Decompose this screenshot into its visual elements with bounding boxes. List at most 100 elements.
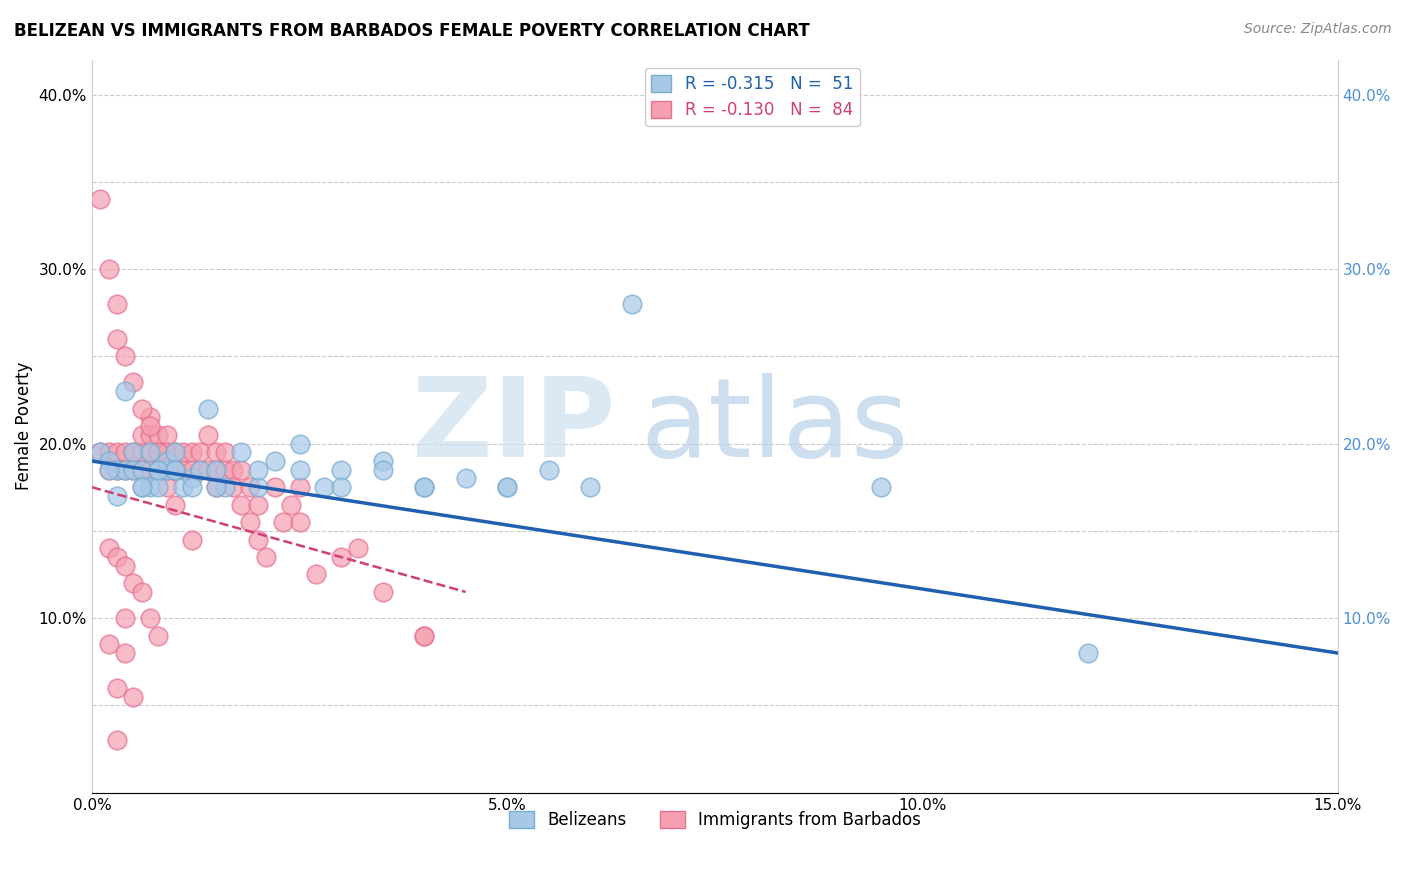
Point [105,445,128,459]
Point [97,445,120,459]
Point [105,463,128,477]
Point [197,428,219,442]
Point [537,463,560,477]
Point [197,401,219,416]
Point [214,445,236,459]
Point [330,463,353,477]
Point [305,567,328,582]
Point [239,480,262,494]
Point [454,471,477,485]
Point [97,454,120,468]
Point [163,463,186,477]
Point [314,480,336,494]
Point [330,549,353,564]
Point [180,445,202,459]
Point [371,585,394,599]
Point [105,332,128,346]
Point [172,445,194,459]
Point [148,445,170,459]
Point [139,611,162,625]
Point [131,401,153,416]
Point [131,428,153,442]
Point [97,541,120,556]
Point [97,463,120,477]
Point [114,463,136,477]
Point [114,463,136,477]
Point [222,463,245,477]
Point [89,445,111,459]
Point [89,192,111,206]
Point [139,410,162,425]
Point [239,515,262,529]
Point [172,463,194,477]
Y-axis label: Female Poverty: Female Poverty [15,362,32,491]
Point [205,463,228,477]
Point [131,445,153,459]
Point [105,733,128,747]
Point [288,515,311,529]
Point [214,463,236,477]
Point [371,454,394,468]
Legend: Belizeans, Immigrants from Barbados: Belizeans, Immigrants from Barbados [502,804,928,836]
Point [114,646,136,660]
Point [156,445,179,459]
Point [122,445,145,459]
Point [620,297,643,311]
Point [148,463,170,477]
Point [288,436,311,450]
Point [131,480,153,494]
Point [271,515,294,529]
Point [156,454,179,468]
Point [139,445,162,459]
Point [346,541,368,556]
Point [122,463,145,477]
Point [148,480,170,494]
Point [263,480,285,494]
Point [263,454,285,468]
Point [205,445,228,459]
Point [413,629,436,643]
Point [579,480,602,494]
Point [156,463,179,477]
Point [131,463,153,477]
Point [131,585,153,599]
Point [122,690,145,704]
Point [172,480,194,494]
Point [114,349,136,363]
Point [122,445,145,459]
Text: atlas: atlas [640,373,908,480]
Point [139,428,162,442]
Point [148,629,170,643]
Point [188,445,211,459]
Point [1077,646,1099,660]
Point [205,463,228,477]
Point [222,480,245,494]
Point [114,384,136,399]
Point [105,489,128,503]
Point [163,445,186,459]
Point [139,445,162,459]
Point [97,262,120,277]
Point [163,498,186,512]
Point [105,681,128,695]
Point [139,480,162,494]
Point [139,419,162,434]
Point [180,463,202,477]
Point [156,463,179,477]
Point [105,297,128,311]
Point [280,498,302,512]
Point [148,445,170,459]
Point [496,480,519,494]
Point [205,480,228,494]
Point [214,480,236,494]
Point [89,445,111,459]
Point [413,629,436,643]
Point [180,471,202,485]
Point [496,480,519,494]
Point [413,480,436,494]
Point [180,533,202,547]
Point [205,480,228,494]
Point [231,463,253,477]
Text: ZIP: ZIP [412,373,614,480]
Point [188,463,211,477]
